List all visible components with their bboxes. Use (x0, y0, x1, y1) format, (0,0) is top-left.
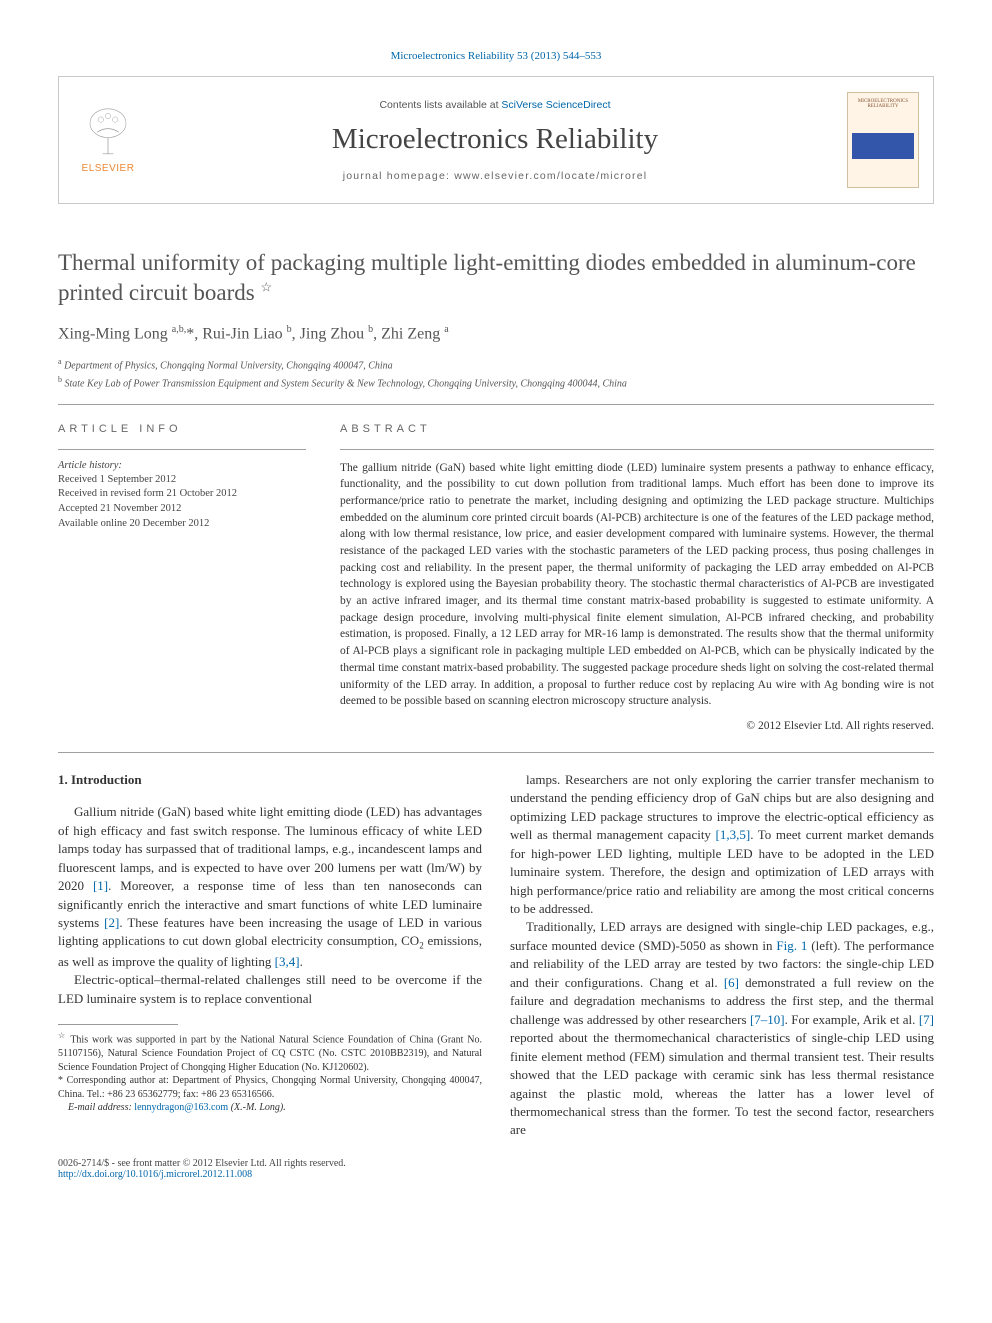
elsevier-logo-text: ELSEVIER (82, 163, 135, 174)
journal-header-box: ELSEVIER Contents lists available at Sci… (58, 76, 934, 204)
authors: Xing-Ming Long a,b,*, Rui-Jin Liao b, Ji… (58, 324, 934, 343)
affiliation: b State Key Lab of Power Transmission Eq… (58, 375, 934, 389)
header-center: Contents lists available at SciVerse Sci… (143, 99, 847, 182)
body-paragraph: lamps. Researchers are not only explorin… (510, 771, 934, 919)
email-link[interactable]: lennydragon@163.com (134, 1102, 228, 1113)
article-history-label: Article history: (58, 460, 306, 471)
abstract-divider (340, 449, 934, 450)
abstract-text: The gallium nitride (GaN) based white li… (340, 460, 934, 710)
title-footnote-marker: ☆ (260, 279, 272, 294)
history-item: Available online 20 December 2012 (58, 517, 306, 532)
ref-link[interactable]: [7] (919, 1012, 934, 1027)
title-text: Thermal uniformity of packaging multiple… (58, 250, 916, 305)
email-label: E-mail address: (68, 1102, 132, 1113)
journal-name: Microelectronics Reliability (143, 123, 847, 156)
elsevier-tree-icon (81, 107, 135, 161)
ref-link[interactable]: [1,3,5] (716, 827, 751, 842)
footnote-funding: ☆ This work was supported in part by the… (58, 1031, 482, 1074)
contents-prefix: Contents lists available at (379, 99, 501, 111)
abstract-label: ABSTRACT (340, 423, 934, 435)
body-column-right: lamps. Researchers are not only explorin… (510, 771, 934, 1140)
contents-line: Contents lists available at SciVerse Sci… (143, 99, 847, 111)
journal-cover-thumbnail: MICROELECTRONICS RELIABILITY (847, 92, 919, 188)
issn-line: 0026-2714/$ - see front matter © 2012 El… (58, 1158, 934, 1169)
ref-link[interactable]: [1] (93, 878, 108, 893)
ref-link[interactable]: [7–10] (750, 1012, 785, 1027)
journal-ref-link[interactable]: Microelectronics Reliability 53 (2013) 5… (391, 50, 602, 62)
elsevier-logo: ELSEVIER (73, 107, 143, 174)
ref-link[interactable]: [3,4] (275, 954, 300, 969)
homepage-prefix: journal homepage: (343, 170, 455, 182)
meta-row: ARTICLE INFO Article history: Received 1… (58, 423, 934, 732)
divider-bottom (58, 752, 934, 753)
doi-link[interactable]: http://dx.doi.org/10.1016/j.microrel.201… (58, 1169, 252, 1180)
cover-text: MICROELECTRONICS RELIABILITY (852, 99, 914, 109)
body-paragraph: Gallium nitride (GaN) based white light … (58, 803, 482, 971)
footnote-email: E-mail address: lennydragon@163.com (X.-… (58, 1101, 482, 1115)
figure-link[interactable]: Fig. 1 (776, 938, 807, 953)
star-icon: ☆ (58, 1031, 67, 1040)
cover-graphic (852, 133, 914, 159)
intro-heading: 1. Introduction (58, 771, 482, 789)
journal-reference: Microelectronics Reliability 53 (2013) 5… (58, 50, 934, 62)
body-columns: 1. Introduction Gallium nitride (GaN) ba… (58, 771, 934, 1140)
footnote-corresponding: * Corresponding author at: Department of… (58, 1074, 482, 1101)
history-item: Received 1 September 2012 (58, 473, 306, 488)
ref-link[interactable]: [6] (724, 975, 739, 990)
article-info-column: ARTICLE INFO Article history: Received 1… (58, 423, 306, 732)
homepage-line: journal homepage: www.elsevier.com/locat… (143, 170, 847, 182)
sciencedirect-link[interactable]: SciVerse ScienceDirect (501, 99, 610, 111)
footnote-divider (58, 1024, 178, 1025)
divider-top (58, 404, 934, 405)
ref-link[interactable]: [2] (104, 915, 119, 930)
bottom-line: 0026-2714/$ - see front matter © 2012 El… (58, 1158, 934, 1180)
history-item: Received in revised form 21 October 2012 (58, 487, 306, 502)
body-paragraph: Electric-optical–thermal-related challen… (58, 971, 482, 1008)
email-who: (X.-M. Long). (231, 1102, 286, 1113)
body-column-left: 1. Introduction Gallium nitride (GaN) ba… (58, 771, 482, 1140)
footnote-corresponding-text: Corresponding author at: Department of P… (58, 1075, 482, 1100)
info-divider (58, 449, 306, 450)
abstract-copyright: © 2012 Elsevier Ltd. All rights reserved… (340, 720, 934, 732)
article-title: Thermal uniformity of packaging multiple… (58, 248, 934, 308)
abstract-column: ABSTRACT The gallium nitride (GaN) based… (340, 423, 934, 732)
footnote-funding-text: This work was supported in part by the N… (58, 1035, 482, 1073)
homepage-url[interactable]: www.elsevier.com/locate/microrel (454, 170, 647, 182)
body-paragraph: Traditionally, LED arrays are designed w… (510, 918, 934, 1139)
affiliation: a Department of Physics, Chongqing Norma… (58, 357, 934, 371)
history-item: Accepted 21 November 2012 (58, 502, 306, 517)
article-info-label: ARTICLE INFO (58, 423, 306, 435)
